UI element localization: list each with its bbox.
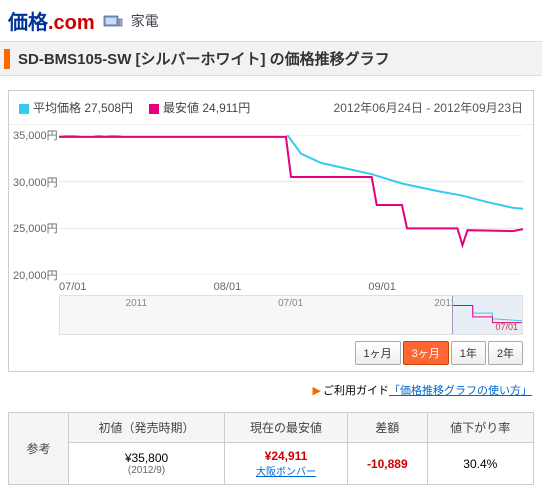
- range-button[interactable]: 1ヶ月: [355, 341, 401, 365]
- legend-avg-label: 平均価格 27,508円: [33, 101, 133, 115]
- col-current: 現在の最安値: [225, 413, 348, 443]
- cell-current: ¥24,911 大阪ボンバー: [225, 443, 348, 485]
- legend-min: 最安値 24,911円: [149, 99, 250, 116]
- page-title: SD-BMS105-SW [シルバーホワイト] の価格推移グラフ: [18, 48, 390, 69]
- category-label[interactable]: 家電: [131, 11, 159, 31]
- range-button[interactable]: 2年: [488, 341, 523, 365]
- diff-value: -10,889: [367, 457, 408, 471]
- current-price: ¥24,911: [233, 449, 339, 463]
- col-rate: 値下がり率: [427, 413, 533, 443]
- x-axis-labels: 07/0108/0109/01: [59, 281, 523, 293]
- range-button[interactable]: 3ヶ月: [403, 341, 449, 365]
- accent-bar: [4, 49, 10, 69]
- initial-date: (2012/9): [77, 465, 216, 476]
- x-tick: 07/01: [59, 281, 214, 293]
- price-chart-panel: 平均価格 27,508円 最安値 24,911円 2012年06月24日 - 2…: [8, 90, 534, 372]
- range-button[interactable]: 1年: [451, 341, 486, 365]
- col-initial: 初値（発売時期）: [69, 413, 225, 443]
- cell-diff: -10,889: [347, 443, 427, 485]
- cell-initial: ¥35,800 (2012/9): [69, 443, 225, 485]
- initial-price: ¥35,800: [77, 451, 216, 465]
- scrubber-selection[interactable]: 07/01: [452, 296, 522, 334]
- guide-row: ▶ご利用ガイド「価格推移グラフの使い方」: [0, 378, 542, 406]
- scrub-label: 2011: [126, 298, 148, 309]
- x-tick: 09/01: [368, 281, 523, 293]
- site-logo[interactable]: 価格.com: [8, 6, 95, 35]
- swatch-avg: [19, 104, 29, 114]
- current-shop-link[interactable]: 大阪ボンバー: [256, 467, 316, 478]
- chart-body: 07/0108/0109/01 35,000円 30,000円 25,000円 20,…: [9, 125, 533, 295]
- date-range: 2012年06月24日 - 2012年09月23日: [334, 99, 523, 116]
- y-tick: 25,000円: [13, 220, 58, 236]
- reference-table: 参考 初値（発売時期） 現在の最安値 差額 値下がり率 ¥35,800 (201…: [8, 412, 534, 485]
- guide-link[interactable]: 「価格推移グラフの使い方」: [389, 385, 532, 397]
- col-diff: 差額: [347, 413, 427, 443]
- triangle-icon: ▶: [313, 385, 321, 397]
- page-title-bar: SD-BMS105-SW [シルバーホワイト] の価格推移グラフ: [0, 41, 542, 76]
- scrub-label: 07/01: [278, 298, 303, 309]
- swatch-min: [149, 104, 159, 114]
- y-tick: 30,000円: [13, 174, 58, 190]
- y-tick: 35,000円: [13, 127, 58, 143]
- logo-sub: .com: [48, 12, 95, 34]
- appliance-icon: [103, 13, 123, 29]
- chart-legend: 平均価格 27,508円 最安値 24,911円 2012年06月24日 - 2…: [9, 91, 533, 125]
- range-buttons: 1ヶ月3ヶ月1年2年: [9, 335, 533, 371]
- time-scrubber[interactable]: 201107/012012 07/01: [59, 295, 523, 335]
- y-tick: 20,000円: [13, 267, 58, 283]
- chart-plot[interactable]: [59, 135, 523, 275]
- x-tick: 08/01: [214, 281, 369, 293]
- cell-rate: 30.4%: [427, 443, 533, 485]
- guide-prefix: ご利用ガイド: [323, 385, 389, 397]
- table-row: ¥35,800 (2012/9) ¥24,911 大阪ボンバー -10,889 …: [9, 443, 534, 485]
- logo-main: 価格: [8, 12, 48, 34]
- ref-row-label: 参考: [9, 413, 69, 485]
- table-header-row: 参考 初値（発売時期） 現在の最安値 差額 値下がり率: [9, 413, 534, 443]
- scrubber-sel-label: 07/01: [495, 322, 518, 332]
- legend-min-label: 最安値 24,911円: [163, 101, 250, 115]
- legend-avg: 平均価格 27,508円: [19, 99, 133, 116]
